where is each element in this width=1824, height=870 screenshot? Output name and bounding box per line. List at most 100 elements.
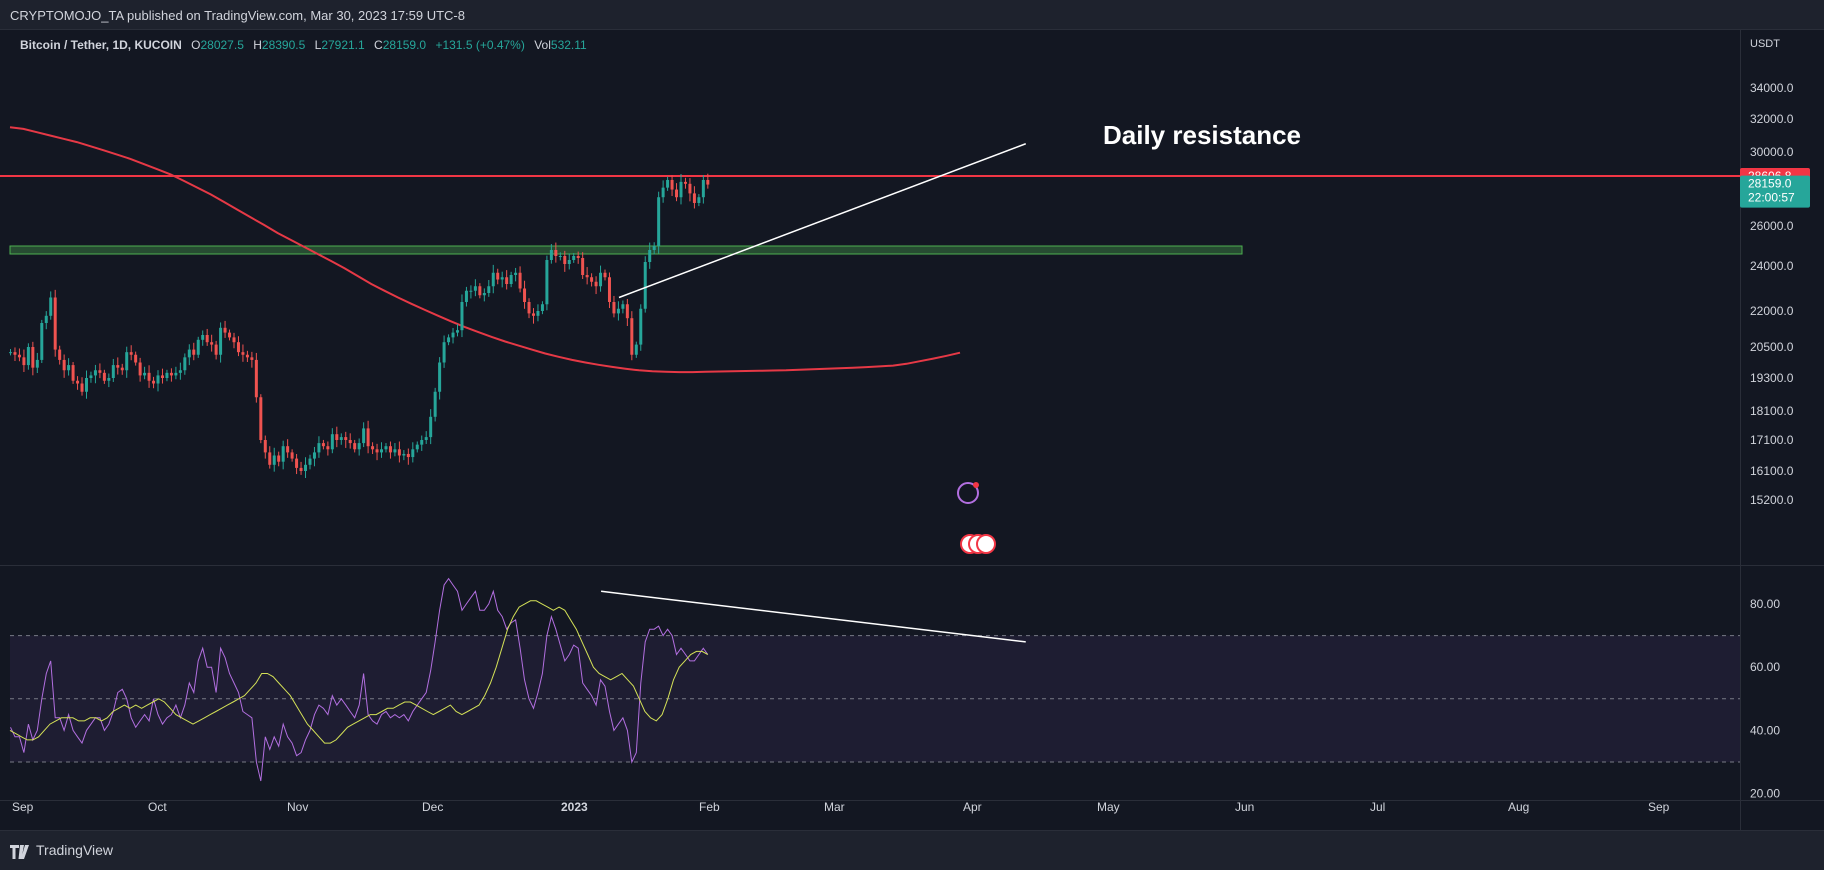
- rsi-trendline: [601, 590, 1026, 643]
- candle-down: [326, 446, 330, 450]
- candle-down: [518, 272, 522, 289]
- price-tick-label: 34000.0: [1750, 81, 1794, 95]
- candle-down: [590, 277, 594, 282]
- candle-up: [545, 260, 549, 305]
- candle-down: [31, 347, 35, 368]
- candle-down: [670, 179, 674, 190]
- chart-canvas[interactable]: USDT 34000.0 32000.0 30000.0 26000.0 24000.0 2…: [0, 30, 1824, 830]
- candle-down: [353, 443, 357, 450]
- candle-down: [675, 189, 679, 198]
- alert-dot-icon: [973, 482, 979, 488]
- high-value: 28390.5: [261, 38, 306, 52]
- candle-up: [451, 332, 455, 338]
- candle-up: [652, 246, 656, 250]
- time-tick-label: Apr: [963, 800, 982, 814]
- candle-down: [205, 335, 209, 343]
- low-label: L: [314, 38, 322, 52]
- resistance-annotation: Daily resistance: [1103, 120, 1301, 150]
- candle-up: [317, 443, 321, 453]
- price-tick-label: 16100.0: [1750, 464, 1794, 478]
- candle-up: [26, 347, 30, 366]
- candle-up: [304, 464, 308, 471]
- candle-down: [223, 327, 227, 333]
- candle-down: [53, 297, 57, 350]
- last-price-tag: [1740, 175, 1810, 208]
- tradingview-logo-icon[interactable]: [10, 845, 32, 859]
- candle-down: [116, 365, 120, 368]
- candle-up: [558, 256, 562, 257]
- candle-down: [286, 446, 290, 453]
- candle-up: [49, 297, 53, 316]
- time-tick-label: Aug: [1508, 800, 1529, 814]
- candle-down: [344, 437, 348, 440]
- candles-group: [9, 173, 710, 479]
- symbol-title[interactable]: Bitcoin / Tether, 1D, KUCOIN: [20, 38, 182, 52]
- currency-label: USDT: [1750, 38, 1780, 50]
- candle-down: [228, 332, 232, 338]
- candle-up: [183, 357, 187, 371]
- candle-up: [339, 437, 343, 440]
- candle-up: [666, 179, 670, 188]
- candle-up: [165, 372, 169, 378]
- price-tick-label: 22000.0: [1750, 304, 1794, 318]
- candle-up: [125, 352, 129, 371]
- candle-up: [411, 449, 415, 458]
- candle-down: [192, 349, 196, 355]
- candle-down: [335, 434, 339, 440]
- candle-up: [438, 362, 442, 392]
- time-tick-label: Feb: [699, 800, 720, 814]
- candle-up: [107, 378, 111, 381]
- volume-value: 532.11: [550, 38, 587, 52]
- candle-down: [17, 354, 21, 358]
- candle-up: [312, 452, 316, 459]
- candle-down: [76, 380, 80, 384]
- candle-down: [505, 277, 509, 284]
- candle-down: [594, 281, 598, 287]
- candle-down: [321, 443, 325, 447]
- price-tick-label: 20500.0: [1750, 340, 1794, 354]
- rsi-tick-label: 40.00: [1750, 723, 1780, 737]
- rsi-ma-line: [9, 600, 709, 744]
- candle-up: [639, 308, 643, 345]
- time-tick-label: Oct: [148, 800, 167, 814]
- rsi-tick-label: 80.00: [1750, 597, 1780, 611]
- support-zone: [9, 245, 1243, 255]
- candle-up: [35, 359, 39, 368]
- candle-up: [567, 260, 571, 264]
- candle-up: [384, 446, 388, 450]
- time-tick-label: Jun: [1235, 800, 1254, 814]
- candle-up: [424, 437, 428, 440]
- candle-up: [473, 286, 477, 291]
- candle-up: [362, 428, 366, 444]
- candle-up: [178, 370, 182, 373]
- footer-brand[interactable]: TradingView: [36, 842, 114, 858]
- candle-up: [174, 372, 178, 376]
- candle-up: [415, 444, 419, 450]
- candle-down: [554, 250, 558, 256]
- candle-up: [281, 446, 285, 462]
- candle-up: [679, 181, 683, 198]
- candle-up: [420, 440, 424, 445]
- candle-up: [93, 370, 97, 376]
- us-flag-event-icon: [976, 534, 996, 554]
- candle-up: [572, 256, 576, 260]
- candle-down: [80, 383, 84, 392]
- candle-down: [71, 365, 75, 381]
- candle-down: [523, 288, 527, 302]
- candle-up: [84, 378, 88, 392]
- candle-up: [616, 308, 620, 314]
- time-tick-label: Nov: [287, 800, 308, 814]
- time-tick-label: May: [1097, 800, 1120, 814]
- last-price-text: 28159.0: [1748, 177, 1792, 191]
- candle-down: [688, 183, 692, 194]
- candle-up: [657, 197, 661, 246]
- candle-down: [706, 179, 710, 185]
- candle-down: [630, 318, 634, 355]
- time-tick-label: Dec: [422, 800, 443, 814]
- candle-up: [393, 449, 397, 453]
- candle-down: [585, 275, 589, 278]
- moving-average-line: [9, 126, 961, 374]
- candle-up: [536, 311, 540, 316]
- candle-down: [232, 337, 236, 343]
- price-tick-label: 32000.0: [1750, 112, 1794, 126]
